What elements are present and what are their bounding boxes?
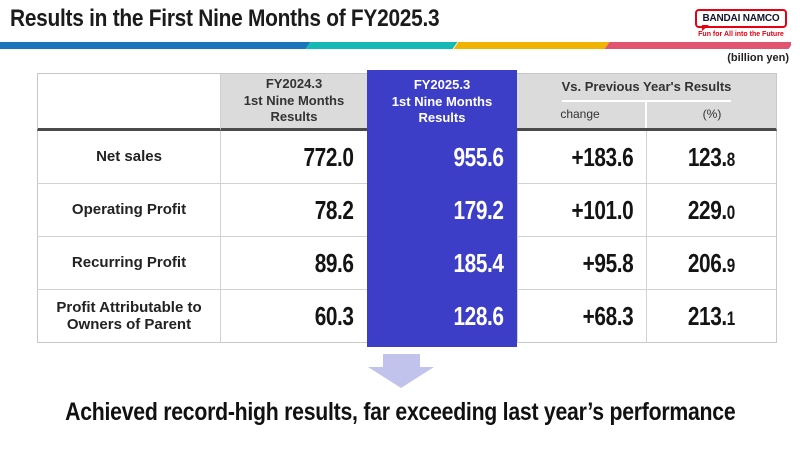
cell-fy2025: 955.6 [453, 142, 504, 172]
cell-change: +95.8 [517, 237, 646, 290]
stripe-segment-pink [604, 42, 791, 49]
table-row: Net sales 772.0 955.6 +183.6 123.8 [37, 131, 777, 184]
cell-change: +101.0 [517, 184, 646, 237]
highlight-column-overlay [367, 70, 517, 347]
vs-previous-label: Vs. Previous Year's Results [561, 74, 732, 102]
stripe-segment-blue [0, 42, 311, 49]
down-arrow-icon [368, 354, 434, 388]
col-header-empty [37, 73, 220, 131]
stripe-segment-teal [305, 42, 459, 49]
cell-percent: 213.1 [646, 290, 777, 343]
cell-percent: 229.0 [646, 184, 777, 237]
col-subheader-change: change [560, 107, 600, 122]
cell-fy2025: 128.6 [453, 301, 504, 331]
logo-wordmark: BANDAI NAMCO [695, 9, 787, 31]
stripe-segment-yellow [453, 42, 610, 49]
cell-fy2024: 772.0 [220, 131, 367, 184]
col-header-vs-previous: Vs. Previous Year's Results change (%) [517, 73, 777, 131]
row-label: Operating Profit [37, 184, 220, 237]
results-table: FY2024.3 1st Nine Months Results FY2025.… [37, 73, 777, 343]
cell-change: +183.6 [517, 131, 646, 184]
table-header-row: FY2024.3 1st Nine Months Results FY2025.… [37, 73, 777, 131]
cell-fy2024: 78.2 [220, 184, 367, 237]
cell-percent: 206.9 [646, 237, 777, 290]
row-label: Net sales [37, 131, 220, 184]
conclusion-text: Achieved record-high results, far exceed… [64, 398, 736, 426]
page-title: Results in the First Nine Months of FY20… [10, 5, 440, 32]
row-label: Profit Attributable to Owners of Parent [37, 290, 220, 343]
cell-fy2025: 179.2 [453, 195, 504, 225]
cell-fy2024: 89.6 [220, 237, 367, 290]
cell-fy2025: 185.4 [453, 248, 504, 278]
logo-speech-tail-icon [702, 25, 710, 31]
logo-tagline: Fun for All into the Future [698, 31, 784, 38]
accent-stripe [0, 42, 791, 49]
col-header-fy2025: FY2025.3 1st Nine Months Results [391, 76, 493, 126]
cell-fy2024: 60.3 [220, 290, 367, 343]
cell-percent: 123.8 [646, 131, 777, 184]
col-subheader-percent: (%) [644, 102, 778, 128]
table-row: Profit Attributable to Owners of Parent … [37, 290, 777, 343]
row-label: Recurring Profit [37, 237, 220, 290]
cell-change: +68.3 [517, 290, 646, 343]
unit-note: (billion yen) [727, 52, 789, 64]
col-header-fy2024: FY2024.3 1st Nine Months Results [220, 73, 367, 131]
table-row: Operating Profit 78.2 179.2 +101.0 229.0 [37, 184, 777, 237]
bandai-namco-logo: BANDAI NAMCO Fun for All into the Future [691, 8, 791, 38]
table-row: Recurring Profit 89.6 185.4 +95.8 206.9 [37, 237, 777, 290]
